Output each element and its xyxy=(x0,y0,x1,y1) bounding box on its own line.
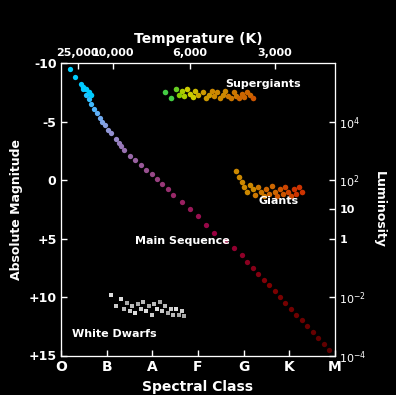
Text: White Dwarfs: White Dwarfs xyxy=(72,329,157,339)
Text: Main Sequence: Main Sequence xyxy=(135,236,230,246)
X-axis label: Spectral Class: Spectral Class xyxy=(143,380,253,394)
Y-axis label: Luminosity: Luminosity xyxy=(373,171,386,248)
X-axis label: Temperature (K): Temperature (K) xyxy=(134,32,262,46)
Text: Supergiants: Supergiants xyxy=(225,79,301,89)
Y-axis label: Absolute Magnitude: Absolute Magnitude xyxy=(10,139,23,280)
Text: Giants: Giants xyxy=(258,196,298,206)
